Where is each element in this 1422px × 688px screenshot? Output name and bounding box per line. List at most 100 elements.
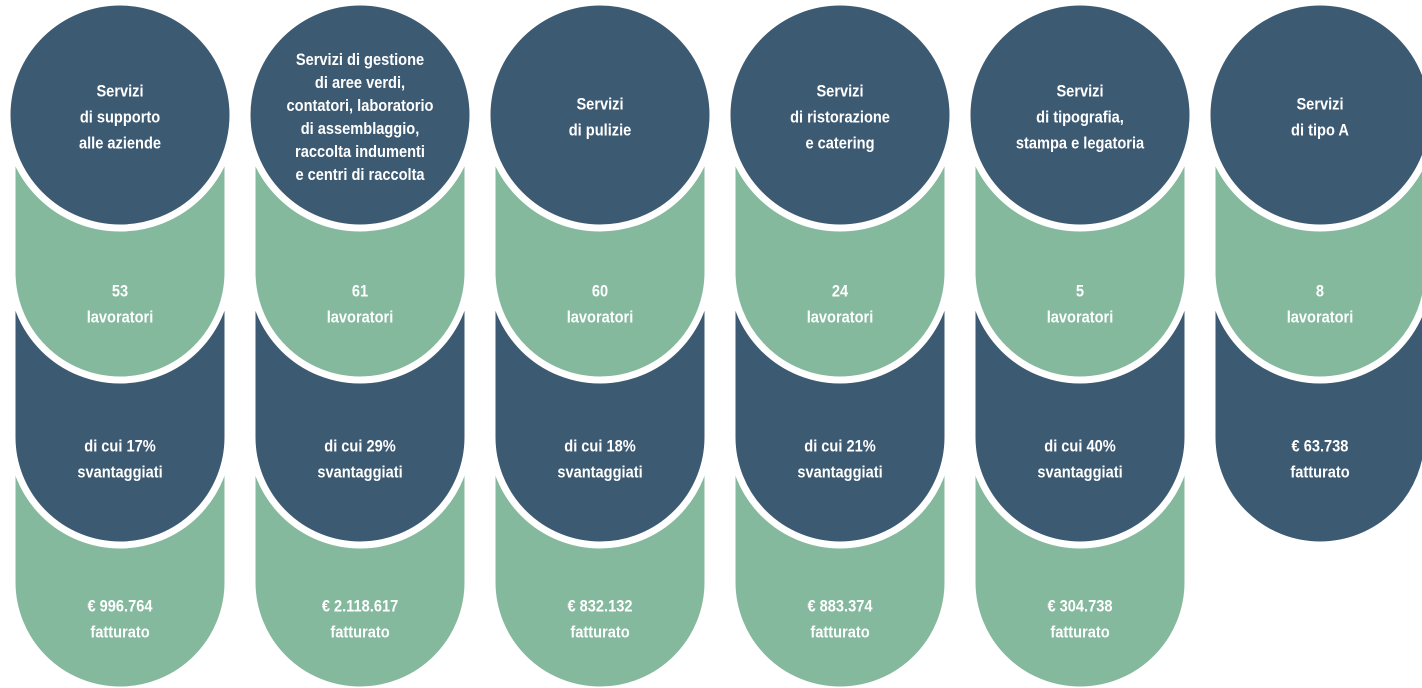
workers-text: 24 [832,283,848,301]
title-text: di pulizie [569,122,632,140]
workers-text: lavoratori [807,309,874,327]
label-wrap: fatturato [330,624,390,642]
title-text: di tipografia, [1036,109,1124,127]
label-wrap: € 63.738 [1292,438,1349,456]
disadvantaged-text: di cui 29% [324,438,395,456]
title-text: alle aziende [79,135,161,153]
shapes [1203,0,1422,549]
label-wrap: 5 [1076,283,1084,301]
label-wrap: svantaggiati [557,464,642,482]
revenue-text: fatturato [570,624,630,642]
workers-text: lavoratori [87,309,154,327]
label-wrap: di cui 29% [324,438,395,456]
disadvantaged-text: svantaggiati [557,464,642,482]
title-text: stampa e legatoria [1016,135,1144,153]
revenue-text: € 883.374 [807,598,872,616]
label-wrap: svantaggiati [77,464,162,482]
title-text: di supporto [80,109,161,127]
label-wrap: fatturato [570,624,630,642]
label-wrap: € 304.738 [1047,598,1112,616]
label-wrap: di cui 40% [1044,438,1115,456]
title-text: Servizi [1296,96,1343,114]
workers-text: 61 [352,283,368,301]
title-circle [1203,0,1422,232]
label-wrap: di cui 17% [84,438,155,456]
label-wrap: lavoratori [1287,309,1354,327]
label-wrap: svantaggiati [797,464,882,482]
revenue-text: fatturato [1290,464,1350,482]
label-wrap: lavoratori [567,309,634,327]
label-wrap: € 832.132 [567,598,632,616]
disadvantaged-text: di cui 18% [564,438,635,456]
title-text: e catering [805,135,874,153]
label-wrap: fatturato [90,624,150,642]
disadvantaged-text: svantaggiati [797,464,882,482]
label-wrap: di cui 21% [804,438,875,456]
revenue-text: fatturato [1050,624,1110,642]
label-wrap: € 883.374 [807,598,872,616]
workers-text: lavoratori [567,309,634,327]
column: Servizi di tipo A 8 lavoratori € 63.738 fattu… [1203,0,1422,549]
disadvantaged-text: di cui 17% [84,438,155,456]
column: Servizi di ristorazione e catering 24 lavora… [723,0,957,688]
column: Servizi di supporto alle aziende 53 lavorato… [3,0,237,688]
label-wrap: 53 [112,283,128,301]
label-wrap: Servizi [1056,83,1103,101]
label-wrap: lavoratori [87,309,154,327]
label-wrap: 8 [1316,283,1324,301]
title-circle [483,0,717,232]
label-wrap: svantaggiati [317,464,402,482]
disadvantaged-text: di cui 40% [1044,438,1115,456]
label-wrap: di cui 18% [564,438,635,456]
title-text: Servizi [576,96,623,114]
title-circle [243,0,477,232]
label-wrap: alle aziende [79,135,161,153]
revenue-text: € 304.738 [1047,598,1112,616]
title-text: e centri di raccolta [295,166,424,184]
shapes [243,0,477,688]
label-wrap: € 996.764 [87,598,152,616]
label-wrap: e centri di raccolta [295,166,424,184]
label-wrap: Servizi [96,83,143,101]
disadvantaged-text: svantaggiati [77,464,162,482]
label-wrap: stampa e legatoria [1016,135,1144,153]
shapes [723,0,957,688]
title-text: di aree verdi, [315,74,405,92]
column: Servizi di pulizie 60 lavoratori di cui 18% s… [483,0,717,688]
revenue-text: € 2.118.617 [322,598,399,616]
revenue-text: € 63.738 [1292,438,1349,456]
label-wrap: di supporto [80,109,161,127]
title-text: contatori, laboratorio [287,97,434,115]
label-wrap: di tipografia, [1036,109,1124,127]
workers-text: 53 [112,283,128,301]
label-wrap: raccolta indumenti [295,143,425,161]
label-wrap: 24 [832,283,848,301]
title-circle [963,0,1197,232]
title-circle [723,0,957,232]
revenue-text: fatturato [330,624,390,642]
title-text: Servizi [96,83,143,101]
label-wrap: fatturato [1050,624,1110,642]
revenue-text: fatturato [90,624,150,642]
label-wrap: di assemblaggio, [301,120,420,138]
label-wrap: svantaggiati [1037,464,1122,482]
disadvantaged-text: di cui 21% [804,438,875,456]
label-wrap: Servizi [1296,96,1343,114]
workers-text: 5 [1076,283,1084,301]
revenue-text: € 996.764 [87,598,152,616]
title-text: raccolta indumenti [295,143,425,161]
label-wrap: lavoratori [807,309,874,327]
label-wrap: contatori, laboratorio [287,97,434,115]
title-text: di tipo A [1291,122,1349,140]
workers-text: 60 [592,283,608,301]
label-wrap: 60 [592,283,608,301]
shapes [483,0,717,688]
disadvantaged-text: svantaggiati [1037,464,1122,482]
label-wrap: lavoratori [1047,309,1114,327]
title-text: Servizi di gestione [296,51,424,69]
workers-text: lavoratori [1287,309,1354,327]
label-wrap: lavoratori [327,309,394,327]
title-text: Servizi [1056,83,1103,101]
